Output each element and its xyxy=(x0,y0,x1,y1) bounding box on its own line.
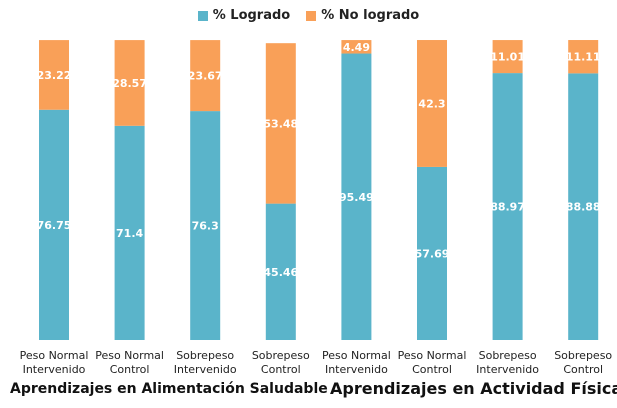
data-label-1-5: 42.3 xyxy=(418,97,445,110)
category-label-6-1: Intervenido xyxy=(476,363,539,376)
bar-segment-1-1 xyxy=(114,40,145,126)
category-label-7-0: Sobrepeso xyxy=(554,349,612,362)
legend-item-logrado: % Logrado xyxy=(197,8,291,23)
bar-segment-1-5 xyxy=(417,40,447,167)
data-label-1-1: 28.57 xyxy=(112,77,147,90)
legend-label-no-logrado: % No logrado xyxy=(321,8,420,23)
category-label-4-0: Peso Normal xyxy=(322,349,391,362)
category-label-5-1: Control xyxy=(412,363,452,376)
group-label-alimentacion: Aprendizajes en Alimentación Saludable xyxy=(10,381,328,397)
category-label-5-0: Peso Normal xyxy=(398,349,467,362)
category-label-1-0: Peso Normal xyxy=(95,349,164,362)
bar-segment-0-7 xyxy=(568,73,599,341)
data-label-1-6: 11.01 xyxy=(490,51,525,64)
data-label-0-3: 45.46 xyxy=(263,266,298,279)
data-label-0-6: 88.97 xyxy=(490,201,525,214)
data-label-0-1: 71.4 xyxy=(116,227,143,240)
data-label-1-0: 23.22 xyxy=(37,69,72,82)
group-label-actividad: Aprendizajes en Actividad Física xyxy=(330,379,617,398)
category-label-7-1: Control xyxy=(563,363,603,376)
bar-segment-0-6 xyxy=(492,73,523,340)
category-label-2-1: Intervenido xyxy=(174,363,237,376)
data-label-1-4: 4.49 xyxy=(343,41,370,54)
data-label-0-2: 76.3 xyxy=(192,220,219,233)
category-label-0-1: Intervenido xyxy=(23,363,86,376)
legend-swatch-no-logrado xyxy=(306,10,317,21)
category-label-0-0: Peso Normal xyxy=(20,349,89,362)
legend-swatch-logrado xyxy=(197,10,208,21)
data-label-0-0: 76.75 xyxy=(37,219,72,232)
data-label-0-7: 88.88 xyxy=(566,201,601,214)
bar-segment-1-2 xyxy=(190,40,221,112)
data-label-1-3: 53.48 xyxy=(263,117,298,130)
category-label-4-1: Intervenido xyxy=(325,363,388,376)
bar-segment-0-3 xyxy=(265,203,296,340)
bar-segment-1-0 xyxy=(39,40,69,110)
bar-segment-0-4 xyxy=(341,53,372,340)
category-label-6-0: Sobrepeso xyxy=(479,349,537,362)
bar-segment-0-5 xyxy=(417,166,447,340)
data-label-1-2: 23.67 xyxy=(188,70,223,83)
bar-segment-0-0 xyxy=(39,109,69,340)
legend: % Logrado % No logrado xyxy=(0,8,617,23)
bar-segment-0-2 xyxy=(190,111,221,340)
category-label-1-1: Control xyxy=(110,363,150,376)
bar-segment-0-1 xyxy=(114,125,145,340)
bar-segment-1-6 xyxy=(492,40,523,74)
data-label-0-5: 57.69 xyxy=(415,247,450,260)
category-label-3-0: Sobrepeso xyxy=(252,349,310,362)
legend-label-logrado: % Logrado xyxy=(212,8,291,23)
data-label-1-7: 11.11 xyxy=(566,51,601,64)
bar-segment-1-4 xyxy=(341,40,372,54)
bar-segment-1-7 xyxy=(568,40,599,74)
bar-segment-1-3 xyxy=(265,43,296,204)
data-label-0-4: 95.49 xyxy=(339,191,374,204)
category-label-3-1: Control xyxy=(261,363,301,376)
legend-item-no-logrado: % No logrado xyxy=(306,8,419,23)
category-label-2-0: Sobrepeso xyxy=(176,349,234,362)
